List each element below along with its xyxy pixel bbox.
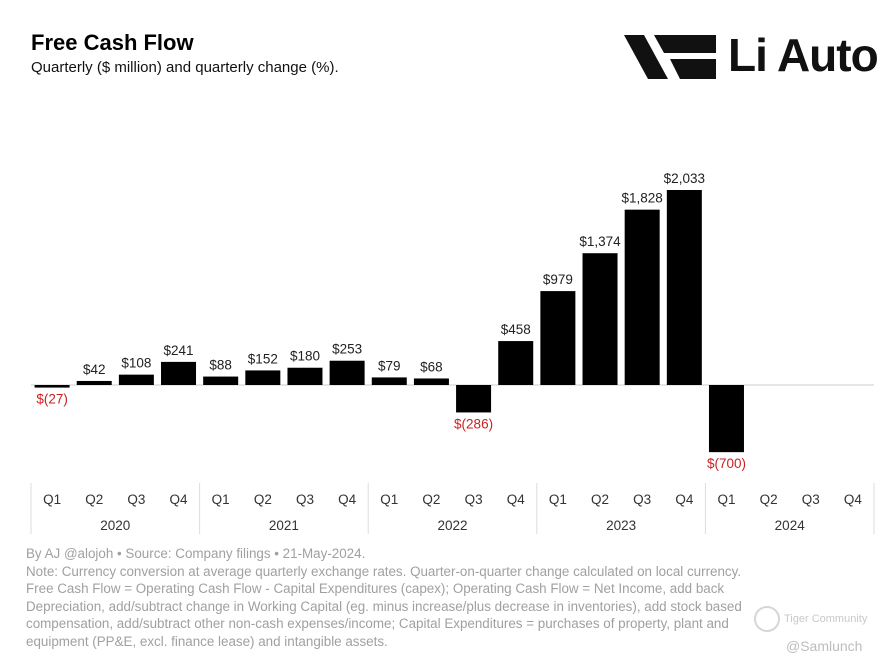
- data-label: $(27): [36, 392, 68, 407]
- footnote-source: By AJ @alojoh • Source: Company filings …: [26, 546, 366, 561]
- x-tick-label: Q4: [844, 492, 863, 507]
- x-tick-label: Q1: [549, 492, 567, 507]
- footnote-line: equipment (PP&E, excl. finance lease) an…: [26, 633, 388, 649]
- x-tick-label: Q2: [85, 492, 103, 507]
- footnote-line: Free Cash Flow = Operating Cash Flow - C…: [26, 581, 725, 596]
- li-auto-logo-mark-icon: [624, 35, 716, 79]
- bar: [203, 376, 239, 385]
- x-tick-label: Q3: [802, 492, 820, 507]
- data-label: $458: [501, 322, 531, 337]
- x-tick-label: Q3: [465, 492, 483, 507]
- x-tick-label: Q4: [170, 492, 189, 507]
- year-label: 2022: [437, 518, 467, 533]
- data-label: $(700): [707, 456, 746, 471]
- data-label: $152: [248, 351, 278, 366]
- year-label: 2020: [100, 518, 130, 533]
- x-tick-label: Q3: [296, 492, 314, 507]
- watermark-ring-icon: [754, 606, 780, 632]
- year-label: 2024: [775, 518, 806, 533]
- logo-text: Li Auto: [728, 29, 879, 81]
- year-label: 2023: [606, 518, 636, 533]
- bar: [329, 360, 365, 385]
- x-tick-label: Q4: [507, 492, 526, 507]
- data-label: $108: [121, 356, 151, 371]
- chart-title: Free Cash Flow: [31, 30, 194, 55]
- footnote-line: Depreciation, add/subtract change in Wor…: [26, 598, 742, 614]
- bar: [287, 367, 323, 385]
- bar: [34, 385, 70, 388]
- footnote-line: Note: Currency conversion at average qua…: [26, 563, 742, 579]
- bar: [161, 361, 197, 385]
- bar: [666, 190, 702, 385]
- x-tick-label: Q2: [422, 492, 440, 507]
- x-tick-label: Q4: [338, 492, 357, 507]
- data-label: $42: [83, 362, 106, 377]
- x-tick-label: Q1: [43, 492, 61, 507]
- footnote-line: compensation, add/subtract other non-cas…: [26, 616, 729, 631]
- x-tick-label: Q1: [717, 492, 735, 507]
- li-auto-logo: Li Auto: [624, 29, 879, 82]
- data-label: $1,374: [579, 234, 621, 249]
- data-label: $241: [164, 343, 194, 358]
- x-tick-label: Q1: [212, 492, 230, 507]
- tiger-community-watermark: Tiger Community: [754, 606, 874, 632]
- data-label: $1,828: [622, 191, 663, 206]
- bar: [371, 377, 407, 385]
- bar: [708, 385, 744, 453]
- bar: [118, 374, 154, 385]
- data-label: $68: [420, 359, 443, 374]
- samlunch-watermark: @Samlunch: [786, 638, 863, 654]
- data-label: $180: [290, 349, 320, 364]
- bar: [582, 253, 618, 385]
- x-tick-label: Q2: [760, 492, 778, 507]
- x-tick-label: Q1: [380, 492, 398, 507]
- data-label: $(286): [454, 416, 493, 431]
- chart-subtitle: Quarterly ($ million) and quarterly chan…: [31, 59, 339, 76]
- free-cash-flow-chart: $(27) Q1 $42 Q2 $108 Q3 $241 Q4 $88 Q1 $152 Q2 $180 Q…: [30, 171, 875, 534]
- data-label: $253: [332, 342, 362, 357]
- bar: [540, 291, 576, 385]
- x-tick-label: Q4: [675, 492, 694, 507]
- bar: [624, 209, 660, 385]
- watermark-text: Tiger Community: [784, 612, 868, 625]
- footnotes: By AJ @alojoh • Source: Company filings …: [26, 545, 826, 650]
- data-label: $979: [543, 272, 573, 287]
- bar: [498, 341, 534, 385]
- data-label: $88: [209, 358, 232, 373]
- x-tick-label: Q2: [254, 492, 272, 507]
- bar: [456, 385, 492, 413]
- year-label: 2021: [269, 518, 299, 533]
- x-tick-label: Q3: [633, 492, 651, 507]
- bar: [413, 378, 449, 385]
- bar: [245, 370, 281, 385]
- x-tick-label: Q2: [591, 492, 609, 507]
- data-label: $2,033: [664, 171, 705, 186]
- data-label: $79: [378, 358, 401, 373]
- x-tick-label: Q3: [127, 492, 145, 507]
- bar: [76, 380, 112, 385]
